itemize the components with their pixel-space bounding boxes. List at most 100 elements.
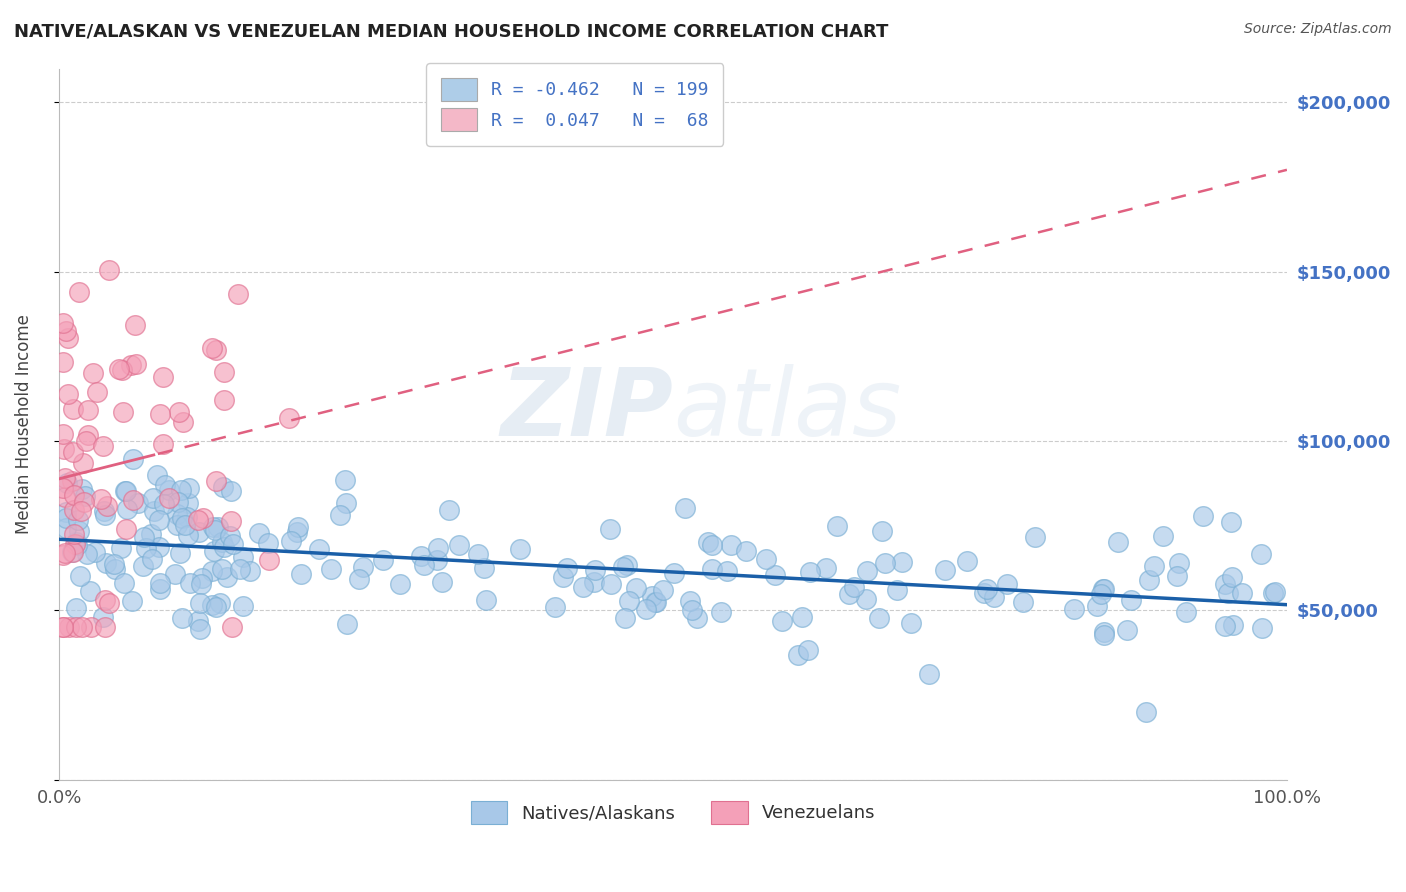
- Point: [66, 513, 89, 527]
- Point: [148, 513, 170, 527]
- Point: [1115, 623, 1137, 637]
- Point: [886, 583, 908, 598]
- Point: [1137, 573, 1160, 587]
- Point: [641, 589, 664, 603]
- Point: [1264, 585, 1286, 599]
- Point: [191, 571, 214, 585]
- Point: [389, 576, 412, 591]
- Point: [122, 452, 145, 467]
- Point: [439, 502, 461, 516]
- Point: [797, 642, 820, 657]
- Point: [328, 508, 350, 523]
- Point: [222, 537, 245, 551]
- Point: [70, 482, 93, 496]
- Point: [91, 439, 114, 453]
- Point: [177, 481, 200, 495]
- Point: [644, 595, 666, 609]
- Point: [170, 610, 193, 624]
- Point: [1166, 569, 1188, 583]
- Point: [76, 547, 98, 561]
- Point: [1024, 530, 1046, 544]
- Point: [152, 497, 174, 511]
- Point: [697, 535, 720, 549]
- Point: [790, 610, 813, 624]
- Point: [467, 547, 489, 561]
- Point: [675, 500, 697, 515]
- Point: [1218, 586, 1240, 600]
- Point: [280, 534, 302, 549]
- Point: [426, 552, 449, 566]
- Text: NATIVE/ALASKAN VS VENEZUELAN MEDIAN HOUSEHOLD INCOME CORRELATION CHART: NATIVE/ALASKAN VS VENEZUELAN MEDIAN HOUS…: [14, 22, 889, 40]
- Point: [600, 576, 623, 591]
- Point: [1263, 586, 1285, 600]
- Point: [204, 474, 226, 488]
- Point: [770, 614, 793, 628]
- Point: [1135, 705, 1157, 719]
- Point: [166, 518, 188, 533]
- Point: [112, 405, 135, 419]
- Point: [1230, 586, 1253, 600]
- Point: [983, 590, 1005, 604]
- Text: ZIP: ZIP: [501, 364, 673, 456]
- Point: [187, 614, 209, 628]
- Point: [412, 558, 434, 573]
- Point: [67, 285, 90, 299]
- Point: [232, 549, 254, 564]
- Point: [91, 610, 114, 624]
- Point: [755, 552, 778, 566]
- Point: [176, 509, 198, 524]
- Point: [1222, 618, 1244, 632]
- Point: [890, 555, 912, 569]
- Point: [86, 385, 108, 400]
- Point: [214, 392, 236, 407]
- Point: [257, 553, 280, 567]
- Point: [702, 562, 724, 576]
- Point: [120, 359, 142, 373]
- Point: [612, 560, 634, 574]
- Point: [1085, 599, 1108, 613]
- Point: [52, 355, 75, 369]
- Point: [55, 511, 77, 525]
- Point: [83, 545, 105, 559]
- Point: [94, 556, 117, 570]
- Point: [763, 568, 786, 582]
- Point: [60, 475, 83, 489]
- Point: [308, 541, 330, 556]
- Point: [117, 502, 139, 516]
- Point: [447, 537, 470, 551]
- Point: [52, 427, 75, 442]
- Point: [157, 483, 180, 498]
- Point: [55, 521, 77, 535]
- Point: [207, 520, 229, 534]
- Point: [141, 526, 163, 541]
- Point: [52, 481, 75, 495]
- Point: [65, 620, 87, 634]
- Point: [55, 324, 77, 338]
- Point: [107, 362, 129, 376]
- Point: [202, 519, 225, 533]
- Point: [58, 620, 80, 634]
- Point: [1063, 602, 1085, 616]
- Point: [1092, 628, 1115, 642]
- Point: [131, 558, 153, 573]
- Point: [472, 560, 495, 574]
- Point: [624, 582, 647, 596]
- Point: [555, 561, 578, 575]
- Point: [875, 556, 897, 570]
- Point: [73, 489, 96, 503]
- Point: [187, 513, 209, 527]
- Point: [177, 495, 200, 509]
- Point: [617, 594, 640, 608]
- Point: [634, 602, 657, 616]
- Point: [174, 517, 197, 532]
- Point: [681, 603, 703, 617]
- Point: [103, 557, 125, 571]
- Point: [710, 605, 733, 619]
- Point: [799, 565, 821, 579]
- Point: [165, 567, 187, 582]
- Point: [204, 343, 226, 358]
- Point: [973, 586, 995, 600]
- Point: [208, 596, 231, 610]
- Point: [201, 565, 224, 579]
- Point: [63, 537, 86, 551]
